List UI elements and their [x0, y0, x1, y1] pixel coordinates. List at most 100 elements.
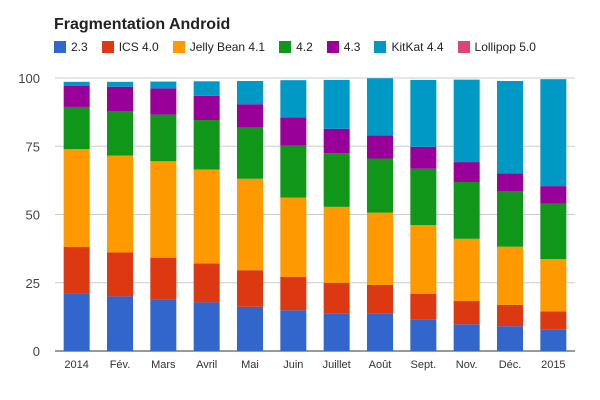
bar-segment — [410, 79, 437, 147]
x-tick-label: 2014 — [64, 359, 88, 371]
bar-segment — [497, 326, 523, 351]
bar-segment — [497, 173, 523, 192]
legend-swatch — [54, 41, 66, 53]
bar-segment — [540, 329, 567, 351]
legend-swatch — [374, 41, 387, 53]
x-tick-label: Déc. — [499, 359, 522, 371]
x-tick-label: Avril — [196, 359, 217, 371]
bar-segment — [107, 111, 133, 156]
bar-segment — [193, 81, 220, 96]
legend-swatch — [279, 41, 292, 53]
y-tick-label: 75 — [26, 139, 40, 154]
bar-segment — [280, 310, 307, 351]
legend-swatch — [326, 41, 339, 53]
bar-segment — [150, 257, 177, 300]
bar-segment — [540, 311, 567, 330]
chart-title: Fragmentation Android — [54, 16, 231, 33]
bar-segment — [237, 104, 263, 128]
bar-segment — [453, 238, 480, 302]
bar-segment — [193, 120, 220, 170]
bar-segment — [410, 225, 437, 294]
legend-item: Lollipop 5.0 — [457, 40, 536, 54]
legend-swatch — [457, 41, 470, 53]
bar-segment — [193, 169, 220, 264]
legend-item: 2.3 — [54, 40, 88, 54]
bar-segment — [410, 319, 437, 351]
legend-item: 4.2 — [279, 40, 313, 54]
bar-segment — [280, 80, 307, 118]
x-tick-label: Juillet — [323, 359, 351, 371]
bar-segment — [497, 81, 523, 174]
bar-segment — [323, 153, 350, 207]
x-tick-label: Nov. — [456, 359, 478, 371]
bar-segment — [280, 197, 307, 277]
bar-segment — [367, 135, 393, 159]
bar-segment — [237, 127, 263, 179]
bar-segment — [237, 306, 263, 351]
bar-segment — [63, 85, 90, 107]
legend-label: 4.3 — [343, 40, 361, 54]
bar-segment — [150, 88, 177, 115]
bar-segment — [323, 128, 350, 154]
x-tick-label: Mars — [151, 359, 176, 371]
bar-segment — [193, 302, 220, 351]
bar-segment — [150, 299, 177, 351]
x-tick-label: Août — [369, 359, 392, 371]
bar-segment — [453, 182, 480, 239]
bar-segment — [107, 81, 133, 87]
legend-label: 4.2 — [296, 40, 313, 54]
bar-segment — [453, 301, 480, 325]
bar-segment — [367, 78, 393, 136]
legend-item: 4.3 — [326, 40, 361, 54]
bar-segment — [280, 276, 307, 311]
bar-segment — [540, 186, 567, 204]
bar-segment — [63, 106, 90, 149]
bar-segment — [410, 146, 437, 169]
bar-segment — [410, 168, 437, 226]
bar-segment — [237, 270, 263, 307]
bar-segment — [107, 155, 133, 253]
legend-swatch — [172, 41, 185, 53]
bar-segment — [63, 81, 90, 86]
legend-item: ICS 4.0 — [101, 40, 159, 54]
y-tick-label: 25 — [26, 276, 40, 291]
bar-segment — [237, 178, 263, 271]
bar-segment — [410, 293, 437, 320]
bar-segment — [367, 313, 393, 351]
bar-segment — [193, 95, 220, 121]
bar-segment — [323, 79, 350, 129]
bar-segment — [367, 158, 393, 213]
x-tick-label: Mai — [241, 359, 259, 371]
bar-segment — [497, 246, 523, 305]
legend-item: KitKat 4.4 — [374, 40, 444, 54]
bar-segment — [280, 117, 307, 146]
bar-segment — [540, 203, 567, 259]
bar-segment — [107, 296, 133, 351]
bar-segment — [107, 86, 133, 112]
bar-segment — [367, 212, 393, 285]
x-tick-label: Sept. — [410, 359, 436, 371]
legend: 2.3 ICS 4.0 Jelly Bean 4.1 4.2 4.3 KitKat 4.4… — [54, 40, 550, 54]
legend-swatch — [101, 41, 114, 53]
x-tick-label: Fév. — [110, 359, 131, 371]
bar-segment — [280, 145, 307, 198]
bar-segment — [323, 206, 350, 283]
legend-label: KitKat 4.4 — [391, 40, 444, 54]
bar-segment — [150, 114, 177, 162]
bar-segment — [63, 246, 90, 294]
bar-segment — [540, 258, 567, 312]
y-tick-label: 50 — [26, 208, 40, 223]
x-tick-label: 2015 — [541, 359, 565, 371]
bar-segment — [107, 252, 133, 297]
bar-segment — [367, 284, 393, 314]
bar-segment — [323, 282, 350, 314]
legend-label: 2.3 — [71, 40, 88, 54]
y-tick-label: 0 — [33, 344, 40, 359]
bar-segment — [150, 161, 177, 258]
bar-segment — [497, 191, 523, 247]
bar-segment — [540, 79, 567, 187]
legend-item: Jelly Bean 4.1 — [172, 40, 265, 54]
legend-label: Lollipop 5.0 — [474, 40, 536, 54]
bar-segment — [150, 81, 177, 89]
bar-segment — [63, 293, 90, 351]
